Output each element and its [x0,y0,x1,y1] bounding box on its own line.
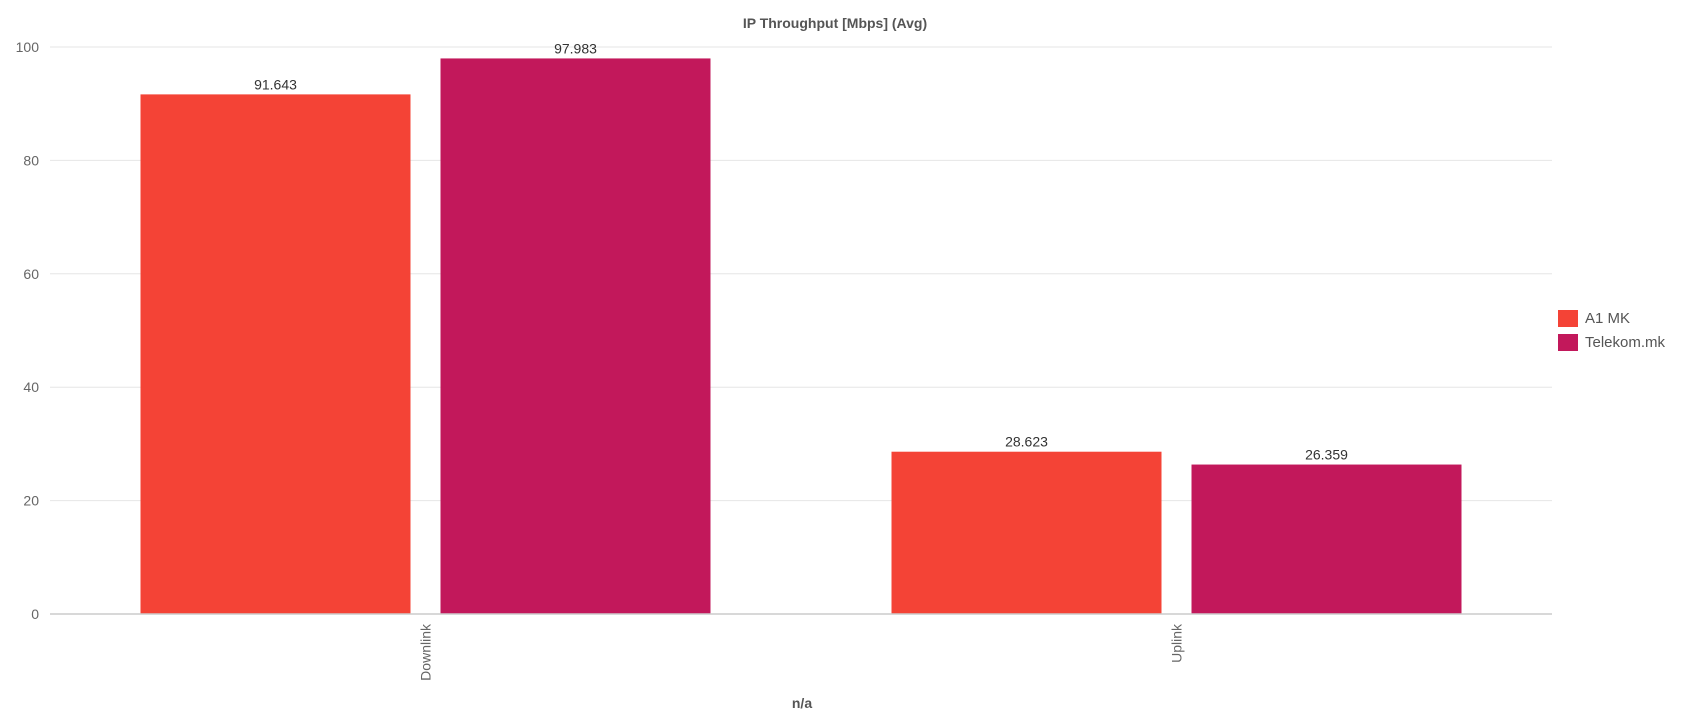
bar-value-label: 28.623 [1005,434,1048,450]
y-tick-label: 60 [23,266,39,282]
bar [1191,464,1462,614]
legend-swatch [1558,334,1578,351]
legend: A1 MK Telekom.mk [1558,310,1666,351]
legend-entry: Telekom.mk [1585,334,1666,351]
bar [440,58,711,614]
x-axis-label: n/a [792,695,812,710]
x-tick-label: Uplink [1169,623,1185,663]
x-axis-ticks: Downlink Uplink [418,623,1185,681]
y-tick-label: 20 [23,493,39,509]
legend-swatch [1558,310,1578,327]
bar-value-label: 97.983 [554,40,597,56]
bars: 91.643 97.983 28.623 26.359 [140,40,1462,614]
chart-title: IP Throughput [Mbps] (Avg) [743,15,927,31]
y-axis-ticks: 0 20 40 60 80 100 [16,39,40,622]
y-tick-label: 0 [31,606,39,622]
bar-value-label: 26.359 [1305,447,1348,463]
bar [891,451,1162,614]
legend-entry: A1 MK [1585,310,1630,327]
y-tick-label: 100 [16,39,40,55]
bar-value-label: 91.643 [254,76,297,92]
x-tick-label: Downlink [418,623,434,681]
y-tick-label: 40 [23,379,39,395]
y-tick-label: 80 [23,152,39,168]
bar [140,94,411,614]
